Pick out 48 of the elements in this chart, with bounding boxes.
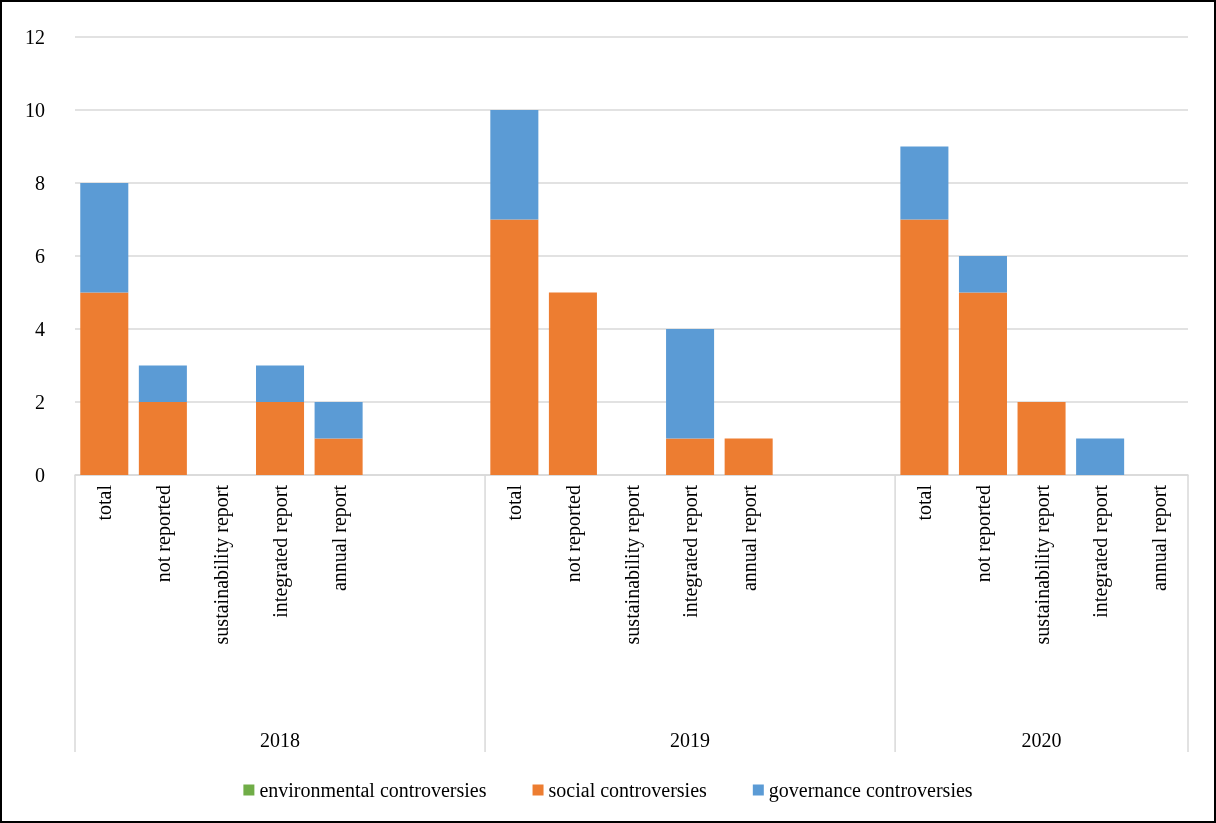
bar	[548, 292, 597, 475]
bar	[256, 365, 305, 402]
x-tick-label: sustainability report	[1030, 484, 1054, 645]
x-tick-label: not reported	[151, 485, 175, 583]
x-tick-label: not reported	[561, 485, 585, 583]
bar	[314, 402, 363, 439]
y-tick-label: 0	[35, 464, 45, 486]
legend-label: social controversies	[548, 779, 708, 801]
bar	[80, 183, 129, 293]
bar	[1017, 402, 1066, 475]
bar	[314, 438, 363, 475]
bar	[80, 292, 129, 475]
bar	[490, 219, 539, 475]
x-tick-label: not reported	[971, 485, 995, 583]
y-tick-label: 2	[35, 391, 45, 413]
x-tick-label: integrated report	[1089, 484, 1113, 618]
x-tick-label: sustainability report	[620, 484, 644, 645]
bar	[958, 256, 1007, 293]
y-tick-label: 6	[35, 245, 45, 267]
bar	[724, 438, 773, 475]
x-tick-label: sustainability report	[210, 484, 234, 645]
y-tick-label: 4	[35, 318, 45, 340]
x-tick-label: total	[913, 484, 936, 521]
bar	[490, 110, 539, 220]
x-tick-label: annual report	[327, 484, 351, 592]
x-tick-label: annual report	[1147, 484, 1171, 592]
x-tick-label: total	[93, 484, 116, 521]
x-tick-label: integrated report	[679, 484, 703, 618]
y-tick-label: 12	[25, 26, 45, 48]
bar	[138, 402, 187, 475]
text: 2019	[670, 729, 711, 751]
bar	[138, 365, 187, 402]
x-tick-label: integrated report	[269, 484, 293, 618]
bar	[958, 292, 1007, 475]
y-tick-label: 10	[25, 99, 45, 121]
bar	[1076, 438, 1125, 475]
text: 2020	[1021, 729, 1062, 751]
x-tick-label: total	[503, 484, 526, 521]
text: 2018	[260, 729, 301, 751]
bar	[666, 438, 715, 475]
legend-label: environmental controversies	[259, 779, 487, 801]
bar	[256, 402, 305, 475]
x-tick-label: annual report	[737, 484, 761, 592]
bar	[900, 146, 949, 220]
bar	[666, 329, 715, 439]
legend-label: governance controversies	[768, 779, 973, 802]
y-tick-label: 8	[35, 172, 45, 194]
bar	[900, 219, 949, 475]
